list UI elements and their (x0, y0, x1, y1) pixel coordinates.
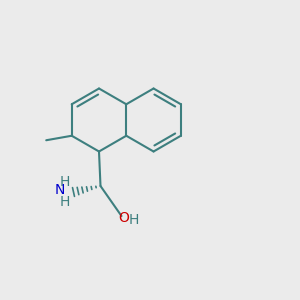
Text: O: O (118, 211, 129, 224)
Text: H: H (60, 176, 70, 189)
Text: H: H (129, 213, 139, 226)
Text: N: N (55, 184, 65, 197)
Text: H: H (60, 195, 70, 208)
